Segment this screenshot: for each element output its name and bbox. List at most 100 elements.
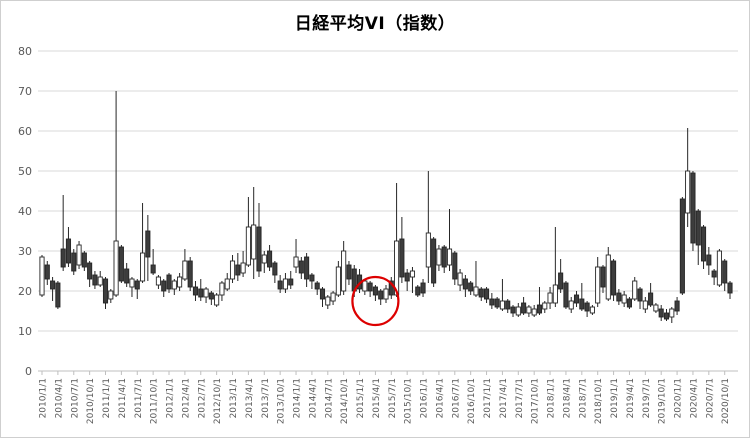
candle-body: [431, 238, 437, 284]
candle-body: [150, 264, 156, 274]
candle-body: [235, 264, 241, 276]
candle-body: [446, 248, 453, 266]
x-axis-label: 2018/7/1: [578, 378, 588, 418]
candle-body: [161, 280, 167, 292]
x-axis-label: 2014/1/1: [293, 378, 303, 418]
y-axis-label: 50: [18, 165, 32, 178]
candle-body: [648, 292, 654, 306]
candle-body: [457, 272, 463, 286]
x-axis-label: 2012/4/1: [181, 378, 191, 418]
candle-body: [494, 298, 500, 308]
candle-body: [499, 300, 505, 310]
candle-body: [309, 274, 315, 282]
candle-body: [478, 288, 484, 298]
candle-body: [362, 280, 368, 292]
candle-body: [394, 240, 400, 296]
candle-body: [319, 288, 326, 300]
candle-body: [256, 226, 262, 272]
candle-body: [521, 302, 527, 314]
candle-body: [60, 248, 66, 268]
candle-body: [298, 260, 304, 274]
candle-body: [383, 288, 389, 300]
candle-body: [468, 282, 474, 292]
candle-body: [595, 266, 601, 304]
candle-body: [293, 256, 299, 268]
candle-body: [425, 232, 431, 268]
candle-body: [727, 282, 733, 294]
x-axis-label: 2018/4/1: [562, 378, 572, 418]
candle-body: [166, 274, 172, 290]
x-axis-label: 2018/1/1: [547, 378, 557, 418]
candle-body: [722, 260, 728, 284]
candle-body: [584, 302, 590, 312]
candle-body: [224, 278, 230, 290]
candle-body: [674, 300, 680, 312]
candle-body: [282, 278, 288, 290]
candle-body: [531, 308, 537, 316]
candle-body: [484, 288, 490, 300]
x-axis-label: 2016/4/1: [435, 378, 445, 418]
y-axis-label: 70: [18, 85, 32, 98]
candle-body: [192, 286, 199, 296]
candle-body: [515, 306, 521, 316]
candle-body: [700, 226, 707, 262]
x-axis-label: 2020/7/1: [705, 378, 715, 418]
x-axis-label: 2015/4/1: [372, 378, 382, 418]
candle-body: [113, 240, 119, 296]
highlight-circle-annotation: [351, 275, 400, 327]
x-axis-label: 2012/1/1: [166, 378, 176, 418]
candle-body: [267, 250, 273, 268]
x-axis-label: 2010/7/1: [70, 378, 80, 418]
x-axis-label: 2017/4/1: [499, 378, 509, 418]
x-axis-label: 2014/4/1: [308, 378, 318, 418]
candle-body: [658, 308, 664, 318]
candle-body: [716, 250, 722, 286]
candle-body: [55, 282, 61, 308]
candle-body: [341, 250, 347, 292]
candle-body: [50, 280, 56, 290]
candle-body: [600, 266, 606, 288]
candle-body: [611, 260, 617, 296]
candle-body: [330, 292, 336, 302]
candle-body: [277, 280, 283, 290]
candle-body: [462, 278, 468, 290]
x-axis-label: 2016/10/1: [467, 378, 477, 424]
candle-body: [626, 298, 632, 308]
x-axis-label: 2012/7/1: [197, 378, 207, 418]
candle-body: [690, 172, 696, 244]
y-axis-label: 0: [25, 365, 32, 378]
candle-body: [415, 286, 421, 296]
candle-body: [706, 254, 712, 266]
candle-body: [695, 210, 701, 246]
x-axis-label: 2010/1/1: [39, 378, 49, 418]
candle-body: [547, 292, 553, 304]
x-axis-label: 2019/10/1: [658, 378, 668, 424]
candle-body: [92, 274, 98, 286]
candle-body: [155, 276, 161, 286]
x-axis-label: 2017/1/1: [483, 378, 493, 418]
candle-body: [489, 298, 495, 306]
candle-body: [102, 278, 109, 304]
candle-body: [409, 270, 416, 278]
x-axis-label: 2011/10/1: [150, 378, 160, 424]
candle-body: [251, 224, 257, 260]
candle-body: [558, 272, 564, 290]
candle-body: [367, 282, 373, 292]
candle-body: [214, 294, 220, 306]
x-axis-label: 2020/4/1: [689, 378, 699, 418]
x-axis-label: 2016/1/1: [420, 378, 430, 418]
candle-body: [304, 256, 310, 280]
candle-body: [526, 306, 532, 314]
candle-body: [642, 300, 648, 310]
candle-body: [288, 278, 294, 286]
x-axis-label: 2020/10/1: [721, 378, 731, 424]
candle-body: [39, 256, 45, 296]
y-axis-label: 20: [18, 285, 32, 298]
candle-body: [81, 252, 87, 268]
candle-body: [129, 278, 135, 288]
x-axis-label: 2014/7/1: [324, 378, 334, 418]
chart-title: 日経平均VI（指数）: [294, 14, 456, 34]
candle-body: [579, 298, 585, 310]
candle-body: [65, 238, 72, 264]
candle-body: [71, 252, 77, 272]
